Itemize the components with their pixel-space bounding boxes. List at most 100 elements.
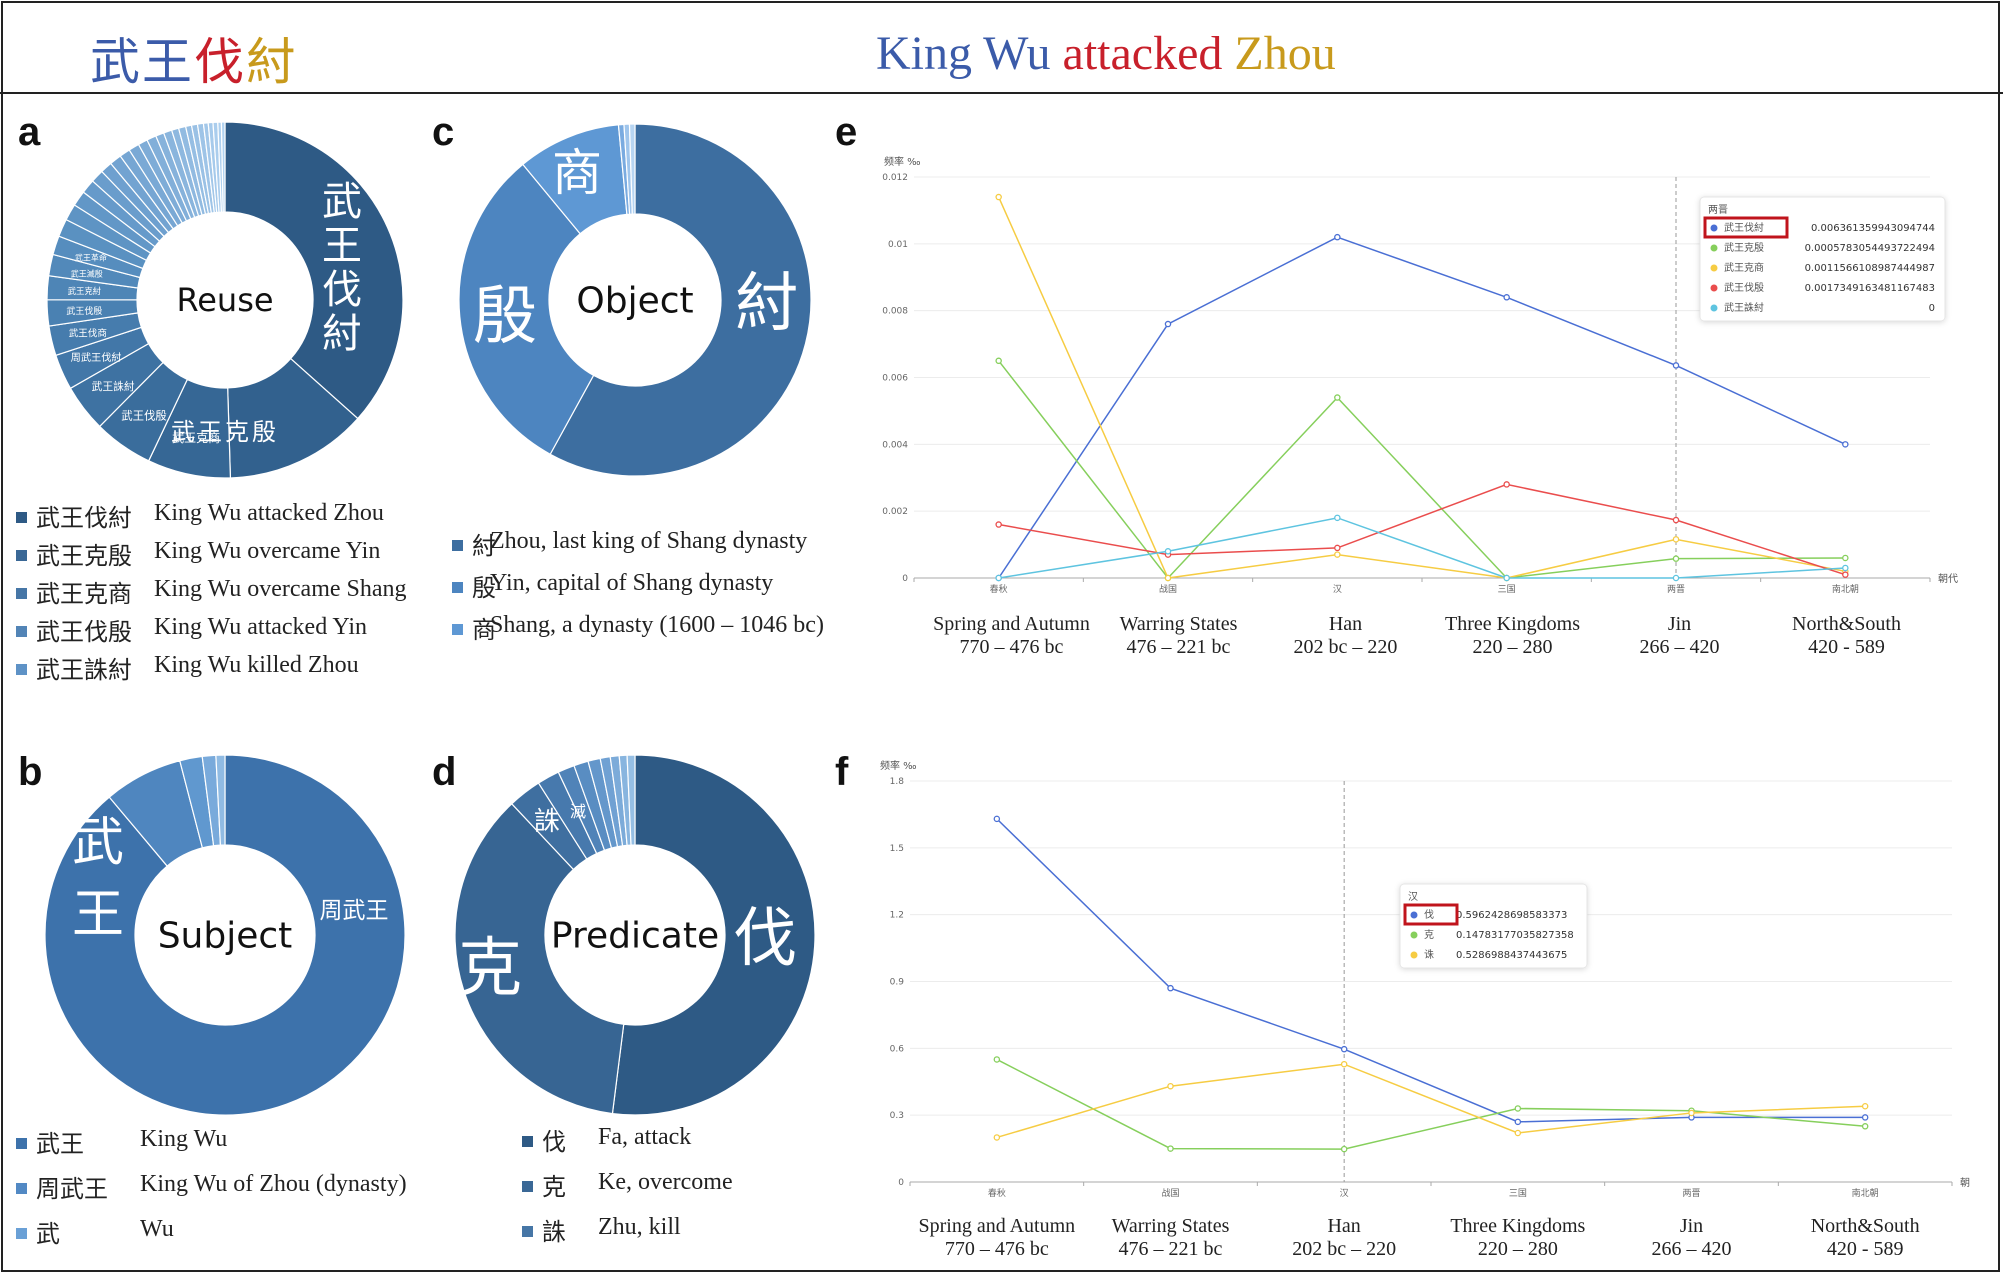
legend-item: 商 Shang, a dynasty (1600 – 1046 bc) — [452, 610, 882, 652]
series-line — [998, 360, 1846, 580]
tooltip-series-name: 武王誅紂 — [1724, 301, 1764, 314]
data-point — [1334, 514, 1341, 522]
series-line — [996, 1058, 1866, 1150]
legend-item: 伐 Fa, attack — [522, 1122, 842, 1167]
legend-chinese: 伐 — [542, 1128, 566, 1156]
title-en-part: King Wu — [876, 27, 1063, 80]
y-axis-title: 频率 ‰ — [884, 155, 921, 168]
x-tick-label: 三国 — [1498, 584, 1516, 595]
tooltip-value: 0.14783177035827358 — [1456, 930, 1574, 941]
donut-slice — [220, 121, 226, 213]
period-label: Spring and Autumn 770 – 476 bc — [902, 613, 1122, 659]
legend-swatch — [452, 624, 463, 635]
data-point — [1503, 481, 1510, 488]
donut-chart-predicate: Predicate 伐 克 誅滅 — [454, 754, 816, 1116]
legend-chinese: 武王 — [36, 1130, 84, 1158]
data-point — [1340, 1145, 1348, 1153]
period-years: 770 – 476 bc — [944, 1238, 1049, 1260]
legend-swatch — [16, 664, 27, 675]
data-point — [995, 357, 1002, 365]
x-tick-label: 汉 — [1333, 584, 1342, 595]
period-years: 220 – 280 — [1472, 636, 1553, 658]
data-point — [1164, 548, 1172, 555]
data-point — [1340, 1060, 1348, 1068]
period-name: Han — [1328, 613, 1363, 635]
panel-label-e: e — [835, 110, 858, 154]
tooltip-value: 0.5962428698583373 — [1456, 910, 1567, 921]
data-point — [1334, 233, 1341, 241]
donut-chart-reuse: 武王克商武王伐殷武王誅紂周武王伐紂武王伐商武王伐殷武王克紂武王滅殷武王革命Reu… — [46, 121, 404, 479]
legend-chinese: 誅 — [542, 1218, 566, 1246]
data-point — [1672, 362, 1680, 369]
tooltip-marker — [1410, 951, 1418, 959]
legend-item: 武王伐殷 King Wu attacked Yin — [16, 612, 436, 650]
tooltip-series-name: 武王克商 — [1724, 261, 1764, 274]
title-en-part: attacked — [1062, 27, 1235, 80]
legend-english: Zhou, last king of Shang dynasty — [490, 528, 808, 554]
legend-english: Ke, overcome — [598, 1169, 733, 1195]
tooltip-marker — [1710, 244, 1718, 252]
legend-chinese: 克 — [542, 1173, 566, 1201]
slice-label: 武王伐殷 — [121, 408, 167, 422]
title-en-part: Zhou — [1234, 27, 1336, 80]
slice-label: 武王誅紂 — [92, 379, 135, 393]
y-tick-label: 1.2 — [890, 911, 904, 921]
legend-item: 克 Ke, overcome — [522, 1167, 842, 1212]
series-line — [998, 236, 1846, 579]
y-tick-label: 0.01 — [888, 240, 908, 250]
y-tick-label: 0.3 — [890, 1111, 904, 1121]
slice-glyph: 周武王 — [320, 898, 389, 924]
series-line — [997, 196, 1846, 579]
y-tick-label: 1.5 — [890, 844, 904, 854]
slice-label: 周武王伐紂 — [71, 351, 122, 364]
slice-glyph: 伐 — [733, 902, 797, 976]
data-point — [1842, 571, 1849, 578]
y-axis-title: 频率 ‰ — [880, 759, 917, 772]
donut-slice — [458, 163, 595, 456]
data-point — [1672, 574, 1680, 582]
legend-swatch — [16, 588, 27, 599]
legend-swatch — [452, 540, 463, 551]
y-tick-label: 0 — [898, 1178, 904, 1188]
slice-label: 武王伐殷 — [66, 305, 102, 317]
data-point — [1842, 441, 1849, 448]
data-point — [1514, 1105, 1522, 1112]
period-years: 266 – 420 — [1639, 636, 1720, 658]
title-chinese: 武王伐紂 — [90, 22, 298, 94]
legend-item: 紂 Zhou, last king of Shang dynasty — [452, 526, 882, 568]
data-point — [1861, 1114, 1869, 1121]
period-years: 202 bc – 220 — [1293, 636, 1398, 658]
donut-slice — [628, 123, 636, 215]
panel-label-c: c — [432, 110, 455, 154]
legend-english: Zhu, kill — [598, 1214, 681, 1240]
donut-slice — [454, 802, 625, 1115]
legend-english: King Wu attacked Zhou — [154, 500, 384, 526]
y-tick-label: 0.6 — [890, 1044, 905, 1054]
legend-item: 殷 Yin, capital of Shang dynasty — [452, 568, 882, 610]
tooltip-marker — [1410, 931, 1418, 939]
slice-label: 武王克商 — [172, 430, 220, 445]
period-years: 476 – 221 bc — [1126, 636, 1231, 658]
period-name: North&South — [1810, 1215, 1920, 1237]
tooltip-series-name: 诛 — [1424, 948, 1434, 961]
legend-chinese: 武王克商 — [36, 580, 132, 608]
x-tick-label: 春秋 — [988, 1187, 1006, 1199]
legend-swatch — [16, 1138, 27, 1149]
data-point — [1167, 1082, 1174, 1090]
title-cn-part: 武王 — [90, 33, 194, 91]
period-name: Warring States — [1111, 1215, 1230, 1237]
data-point — [993, 815, 1001, 823]
period-years: 220 – 280 — [1477, 1238, 1558, 1260]
x-tick-label: 两晋 — [1682, 1188, 1700, 1199]
donut-hole — [550, 215, 720, 385]
tooltip-marker — [1710, 224, 1718, 232]
tooltip-marker — [1710, 284, 1718, 292]
legend-subject: 武王 King Wu 周武王 King Wu of Zhou (dynasty) 武 Wu — [16, 1124, 436, 1259]
header-divider — [0, 92, 2003, 94]
tooltip-marker — [1410, 911, 1418, 919]
legend-reuse: 武王伐紂 King Wu attacked Zhou 武王克殷 King Wu ove… — [16, 498, 436, 688]
legend-swatch — [522, 1136, 533, 1147]
legend-english: King Wu attacked Yin — [154, 614, 367, 640]
x-tick-label: 南北朝 — [1832, 583, 1859, 595]
